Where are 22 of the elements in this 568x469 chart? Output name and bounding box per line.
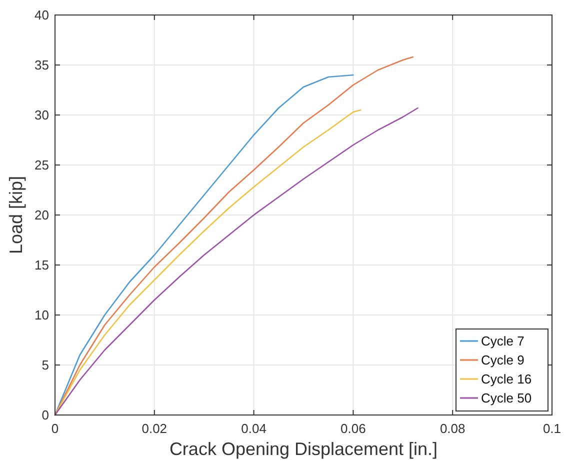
x-tick-label: 0.04 xyxy=(241,421,266,436)
y-axis-title: Load [kip] xyxy=(6,176,26,254)
x-tick-label: 0.02 xyxy=(142,421,168,436)
y-tick-label: 10 xyxy=(34,308,49,323)
y-tick-label: 15 xyxy=(34,258,49,273)
x-tick-label: 0 xyxy=(51,421,59,436)
y-tick-label: 20 xyxy=(34,208,49,223)
x-tick-label: 0.08 xyxy=(440,421,466,436)
y-tick-label: 40 xyxy=(34,8,49,23)
y-tick-label: 0 xyxy=(42,408,49,423)
x-axis-title: Crack Opening Displacement [in.] xyxy=(169,439,438,459)
legend-label: Cycle 9 xyxy=(481,352,524,368)
y-tick-label: 35 xyxy=(34,58,49,73)
line-series xyxy=(54,107,418,416)
y-tick-label: 25 xyxy=(34,158,49,173)
y-tick-label: 30 xyxy=(34,108,49,123)
legend-label: Cycle 7 xyxy=(481,334,524,349)
legend-label: Cycle 50 xyxy=(481,390,532,406)
x-tick-label: 0.1 xyxy=(542,421,562,436)
y-tick-label: 5 xyxy=(42,358,49,373)
legend-label: Cycle 16 xyxy=(481,372,532,387)
x-tick-label: 0.06 xyxy=(340,421,366,436)
